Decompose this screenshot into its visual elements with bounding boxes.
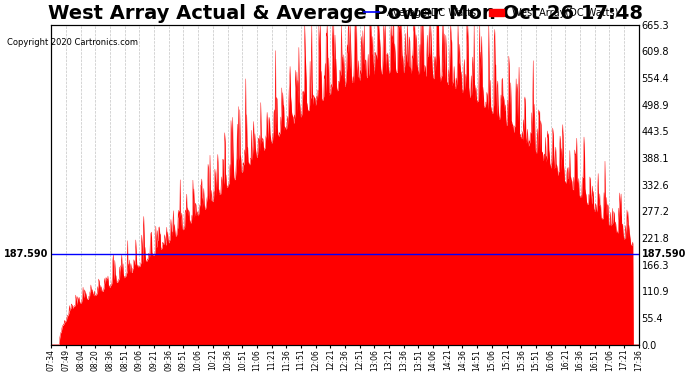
Text: 187.590: 187.590	[4, 249, 48, 259]
Legend: Average(DC Watts), West Array(DC Watts): Average(DC Watts), West Array(DC Watts)	[361, 4, 622, 22]
Text: Copyright 2020 Cartronics.com: Copyright 2020 Cartronics.com	[7, 38, 138, 47]
Title: West Array Actual & Average Power Mon Oct 26 17:48: West Array Actual & Average Power Mon Oc…	[48, 4, 642, 23]
Text: 187.590: 187.590	[642, 249, 686, 259]
